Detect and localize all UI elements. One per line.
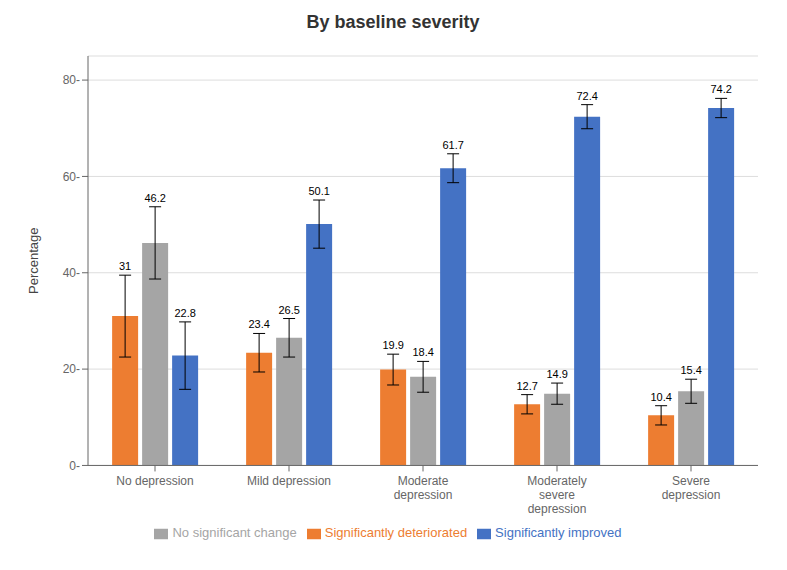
svg-text:72.4: 72.4 xyxy=(576,90,597,102)
svg-text:Moderatedepression: Moderatedepression xyxy=(394,474,453,502)
svg-text:74.2: 74.2 xyxy=(710,83,731,95)
svg-text:18.4: 18.4 xyxy=(412,346,433,358)
svg-text:40-: 40- xyxy=(63,266,80,280)
svg-text:31: 31 xyxy=(119,260,131,272)
svg-text:22.8: 22.8 xyxy=(174,307,195,319)
svg-text:23.4: 23.4 xyxy=(248,318,269,330)
html-text:Significantly improved: Significantly improved xyxy=(495,525,622,541)
svg-text:Mild depression: Mild depression xyxy=(247,474,331,488)
svg-text:Severedepression: Severedepression xyxy=(662,474,721,502)
svg-text:15.4: 15.4 xyxy=(680,364,701,376)
svg-text:19.9: 19.9 xyxy=(382,339,403,351)
svg-text:12.7: 12.7 xyxy=(516,380,537,392)
svg-text:No depression: No depression xyxy=(116,474,193,488)
svg-text:10.4: 10.4 xyxy=(650,391,671,403)
svg-text:Moderatelyseveredepression: Moderatelyseveredepression xyxy=(527,474,586,516)
svg-text:Percentage: Percentage xyxy=(26,227,41,294)
svg-text:80-: 80- xyxy=(63,73,80,87)
html-text:Significantly deteriorated: Significantly deteriorated xyxy=(324,525,468,541)
svg-text:0-: 0- xyxy=(69,459,80,473)
html-text:By baseline severity: By baseline severity xyxy=(306,12,480,32)
svg-text:61.7: 61.7 xyxy=(442,139,463,151)
svg-text:20-: 20- xyxy=(63,362,80,376)
svg-text:46.2: 46.2 xyxy=(144,192,165,204)
svg-text:60-: 60- xyxy=(63,170,80,184)
html-text:No significant change: No significant change xyxy=(172,525,297,541)
svg-text:26.5: 26.5 xyxy=(278,304,299,316)
svg-text:50.1: 50.1 xyxy=(308,185,329,197)
svg-text:14.9: 14.9 xyxy=(546,368,567,380)
